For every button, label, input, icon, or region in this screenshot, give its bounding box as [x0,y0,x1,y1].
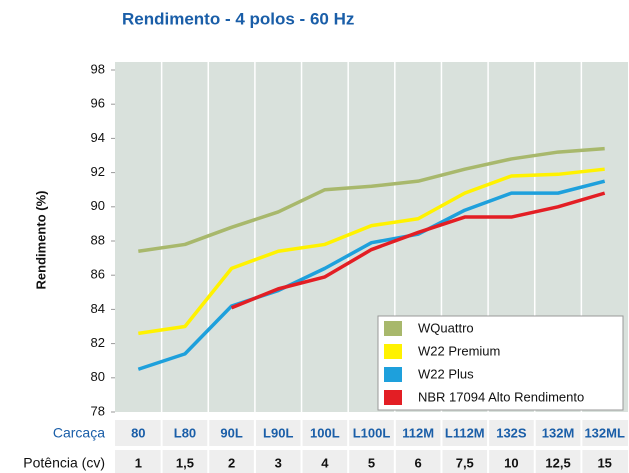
x-tick-label: L90L [263,425,293,440]
y-tick-label: 84 [91,301,105,316]
y-tick-label: 80 [91,369,105,384]
legend-box [377,315,624,411]
power-label: 1,5 [176,455,194,470]
x-tick-label: 80 [131,425,145,440]
legend-swatch [384,390,402,405]
power-label: 10 [504,455,518,470]
power-label: 6 [415,455,422,470]
y-tick-label: 78 [91,403,105,418]
row-background [115,420,628,446]
y-tick-label: 86 [91,267,105,282]
legend-swatch [384,321,402,336]
power-label: 5 [368,455,375,470]
row-background [115,450,628,473]
series-line [138,167,605,336]
y-tick-label: 82 [91,335,105,350]
x-tick-label: 132ML [584,425,625,440]
x-tick-label: 90L [220,425,242,440]
y-tick-label: 98 [91,61,105,76]
chart-title: Rendimento - 4 polos - 60 Hz [122,9,354,28]
power-label: 7,5 [456,455,474,470]
y-tick-label: 88 [91,232,105,247]
y-tick-label: 92 [91,164,105,179]
legend-label: NBR 17094 Alto Rendimento [418,389,584,404]
legend-label: W22 Plus [418,366,474,381]
x-tick-label: 132S [496,425,527,440]
y-tick-label: 94 [91,130,105,145]
row-label: Carcaça [53,425,105,441]
x-tick-label: 100L [310,425,340,440]
y-tick-label: 96 [91,96,105,111]
x-tick-label: L112M [445,425,485,440]
power-label: 4 [321,455,329,470]
series-line [230,191,606,310]
y-tick-label: 90 [91,198,105,213]
x-tick-label: L100L [353,425,391,440]
power-label: 12,5 [545,455,570,470]
power-label: 1 [135,455,142,470]
power-label: 3 [275,455,282,470]
power-label: 15 [597,455,611,470]
legend-label: WQuattro [418,320,474,335]
series-line [137,179,606,371]
x-tick-label: 132M [542,425,575,440]
legend-label: W22 Premium [418,343,500,358]
x-tick-label: 112M [402,425,434,440]
series-line [138,146,605,253]
power-label: 2 [228,455,235,470]
row-label: Potência (cv) [23,455,105,471]
legend-swatch [384,367,402,382]
y-axis-label: Rendimento (%) [33,191,48,290]
legend-swatch [384,344,402,359]
x-tick-label: L80 [174,425,196,440]
